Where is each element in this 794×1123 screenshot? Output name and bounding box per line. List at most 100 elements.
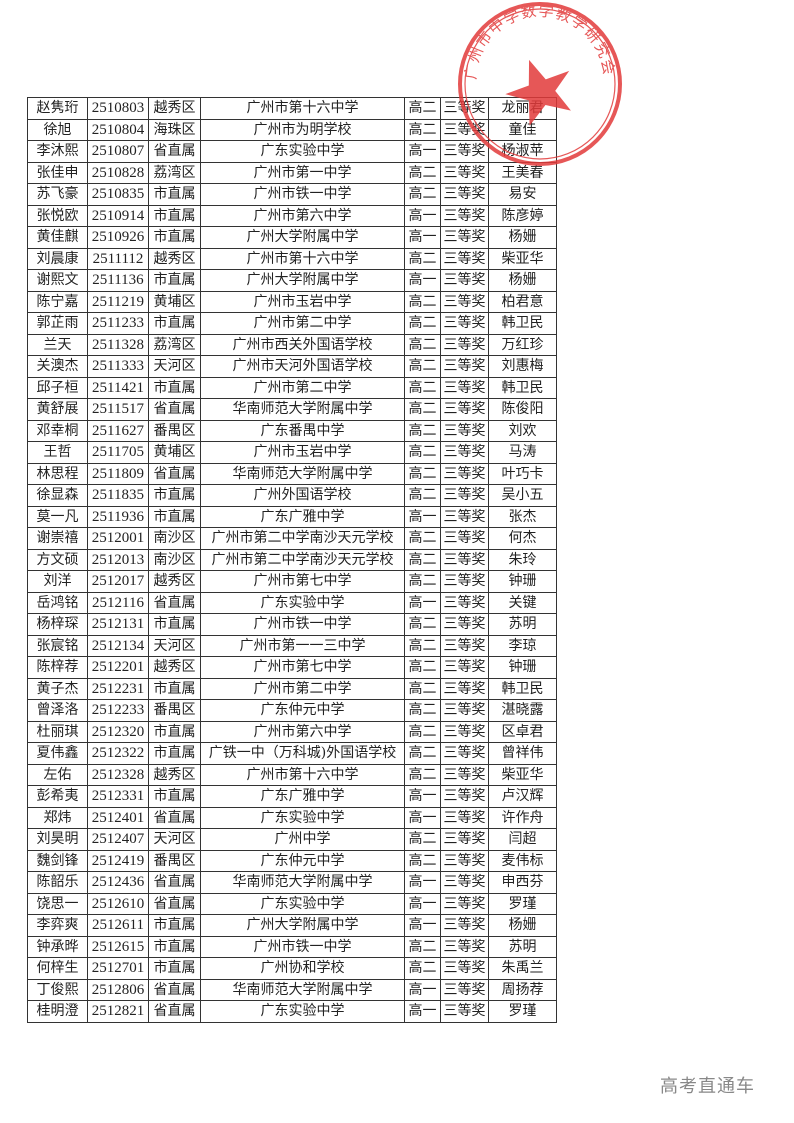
student-name-cell: 林思程 bbox=[27, 462, 88, 485]
district-cell: 市直属 bbox=[148, 742, 201, 765]
grade-cell: 高二 bbox=[404, 161, 441, 184]
student-name-cell: 关澳杰 bbox=[27, 355, 88, 378]
school-cell: 广州市第七中学 bbox=[200, 656, 405, 679]
grade-cell: 高一 bbox=[404, 269, 441, 292]
teacher-cell: 湛晓露 bbox=[488, 699, 557, 722]
student-id-cell: 2512419 bbox=[87, 849, 149, 872]
school-cell: 广东实验中学 bbox=[200, 591, 405, 614]
table-row: 郑炜 2512401 省直属 广东实验中学 高一 三等奖 许作舟 bbox=[27, 806, 632, 829]
student-id-cell: 2510926 bbox=[87, 226, 149, 249]
district-cell: 省直属 bbox=[148, 871, 201, 894]
district-cell: 荔湾区 bbox=[148, 333, 201, 356]
student-id-cell: 2512701 bbox=[87, 957, 149, 980]
school-cell: 华南师范大学附属中学 bbox=[200, 462, 405, 485]
student-name-cell: 郑炜 bbox=[27, 806, 88, 829]
student-id-cell: 2511705 bbox=[87, 441, 149, 464]
school-cell: 广东广雅中学 bbox=[200, 505, 405, 528]
district-cell: 市直属 bbox=[148, 226, 201, 249]
teacher-cell: 杨淑苹 bbox=[488, 140, 557, 163]
award-cell: 三等奖 bbox=[440, 720, 489, 743]
student-name-cell: 张悦欧 bbox=[27, 204, 88, 227]
teacher-cell: 朱玲 bbox=[488, 548, 557, 571]
teacher-cell: 杨姗 bbox=[488, 269, 557, 292]
table-row: 杨梓琛 2512131 市直属 广州市铁一中学 高二 三等奖 苏明 bbox=[27, 613, 632, 636]
student-id-cell: 2512231 bbox=[87, 677, 149, 700]
table-row: 刘洋 2512017 越秀区 广州市第七中学 高二 三等奖 钟珊 bbox=[27, 570, 632, 593]
district-cell: 市直属 bbox=[148, 914, 201, 937]
student-id-cell: 2510914 bbox=[87, 204, 149, 227]
award-cell: 三等奖 bbox=[440, 871, 489, 894]
award-cell: 三等奖 bbox=[440, 935, 489, 958]
district-cell: 越秀区 bbox=[148, 97, 201, 120]
award-cell: 三等奖 bbox=[440, 591, 489, 614]
student-id-cell: 2511809 bbox=[87, 462, 149, 485]
table-row: 邱子桓 2511421 市直属 广州市第二中学 高二 三等奖 韩卫民 bbox=[27, 376, 632, 399]
grade-cell: 高二 bbox=[404, 462, 441, 485]
student-id-cell: 2511136 bbox=[87, 269, 149, 292]
grade-cell: 高一 bbox=[404, 1000, 441, 1023]
student-id-cell: 2512134 bbox=[87, 634, 149, 657]
table-row: 桂明澄 2512821 省直属 广东实验中学 高一 三等奖 罗瑾 bbox=[27, 1000, 632, 1023]
student-name-cell: 苏飞豪 bbox=[27, 183, 88, 206]
table-row: 张宸铭 2512134 天河区 广州市第一一三中学 高二 三等奖 李琼 bbox=[27, 634, 632, 657]
table-row: 郭芷雨 2511233 市直属 广州市第二中学 高二 三等奖 韩卫民 bbox=[27, 312, 632, 335]
district-cell: 市直属 bbox=[148, 935, 201, 958]
table-row: 曾泽洛 2512233 番禺区 广东仲元中学 高二 三等奖 湛晓露 bbox=[27, 699, 632, 722]
grade-cell: 高二 bbox=[404, 398, 441, 421]
award-cell: 三等奖 bbox=[440, 441, 489, 464]
school-cell: 广东番禺中学 bbox=[200, 419, 405, 442]
student-id-cell: 2511328 bbox=[87, 333, 149, 356]
student-name-cell: 刘晨康 bbox=[27, 247, 88, 270]
award-cell: 三等奖 bbox=[440, 462, 489, 485]
teacher-cell: 许作舟 bbox=[488, 806, 557, 829]
school-cell: 广州大学附属中学 bbox=[200, 226, 405, 249]
student-name-cell: 丁俊熙 bbox=[27, 978, 88, 1001]
teacher-cell: 柴亚华 bbox=[488, 247, 557, 270]
award-cell: 三等奖 bbox=[440, 806, 489, 829]
grade-cell: 高一 bbox=[404, 871, 441, 894]
grade-cell: 高一 bbox=[404, 505, 441, 528]
teacher-cell: 韩卫民 bbox=[488, 677, 557, 700]
school-cell: 广州市天河外国语学校 bbox=[200, 355, 405, 378]
award-cell: 三等奖 bbox=[440, 419, 489, 442]
teacher-cell: 曾祥伟 bbox=[488, 742, 557, 765]
teacher-cell: 韩卫民 bbox=[488, 312, 557, 335]
table-row: 莫一凡 2511936 市直属 广东广雅中学 高一 三等奖 张杰 bbox=[27, 505, 632, 528]
award-cell: 三等奖 bbox=[440, 484, 489, 507]
student-id-cell: 2512233 bbox=[87, 699, 149, 722]
student-id-cell: 2512201 bbox=[87, 656, 149, 679]
table-row: 赵隽珩 2510803 越秀区 广州市第十六中学 高二 三等奖 龙丽君 bbox=[27, 97, 632, 120]
award-cell: 三等奖 bbox=[440, 290, 489, 313]
table-row: 丁俊熙 2512806 省直属 华南师范大学附属中学 高一 三等奖 周扬荐 bbox=[27, 978, 632, 1001]
grade-cell: 高二 bbox=[404, 441, 441, 464]
grade-cell: 高一 bbox=[404, 140, 441, 163]
grade-cell: 高二 bbox=[404, 570, 441, 593]
grade-cell: 高二 bbox=[404, 355, 441, 378]
school-cell: 广州市第一中学 bbox=[200, 161, 405, 184]
grade-cell: 高二 bbox=[404, 957, 441, 980]
district-cell: 市直属 bbox=[148, 312, 201, 335]
teacher-cell: 杨姗 bbox=[488, 226, 557, 249]
district-cell: 市直属 bbox=[148, 785, 201, 808]
district-cell: 荔湾区 bbox=[148, 161, 201, 184]
student-id-cell: 2511627 bbox=[87, 419, 149, 442]
award-cell: 三等奖 bbox=[440, 763, 489, 786]
district-cell: 越秀区 bbox=[148, 763, 201, 786]
district-cell: 省直属 bbox=[148, 978, 201, 1001]
grade-cell: 高二 bbox=[404, 613, 441, 636]
district-cell: 黄埔区 bbox=[148, 441, 201, 464]
teacher-cell: 闫超 bbox=[488, 828, 557, 851]
award-cell: 三等奖 bbox=[440, 183, 489, 206]
grade-cell: 高二 bbox=[404, 97, 441, 120]
district-cell: 越秀区 bbox=[148, 247, 201, 270]
award-cell: 三等奖 bbox=[440, 978, 489, 1001]
award-cell: 三等奖 bbox=[440, 656, 489, 679]
award-cell: 三等奖 bbox=[440, 161, 489, 184]
award-cell: 三等奖 bbox=[440, 699, 489, 722]
teacher-cell: 罗瑾 bbox=[488, 892, 557, 915]
student-id-cell: 2511219 bbox=[87, 290, 149, 313]
school-cell: 广州市玉岩中学 bbox=[200, 441, 405, 464]
student-id-cell: 2512401 bbox=[87, 806, 149, 829]
award-cell: 三等奖 bbox=[440, 548, 489, 571]
svg-text:广州市中学数学教学研究会: 广州市中学数学教学研究会 bbox=[462, 2, 618, 81]
